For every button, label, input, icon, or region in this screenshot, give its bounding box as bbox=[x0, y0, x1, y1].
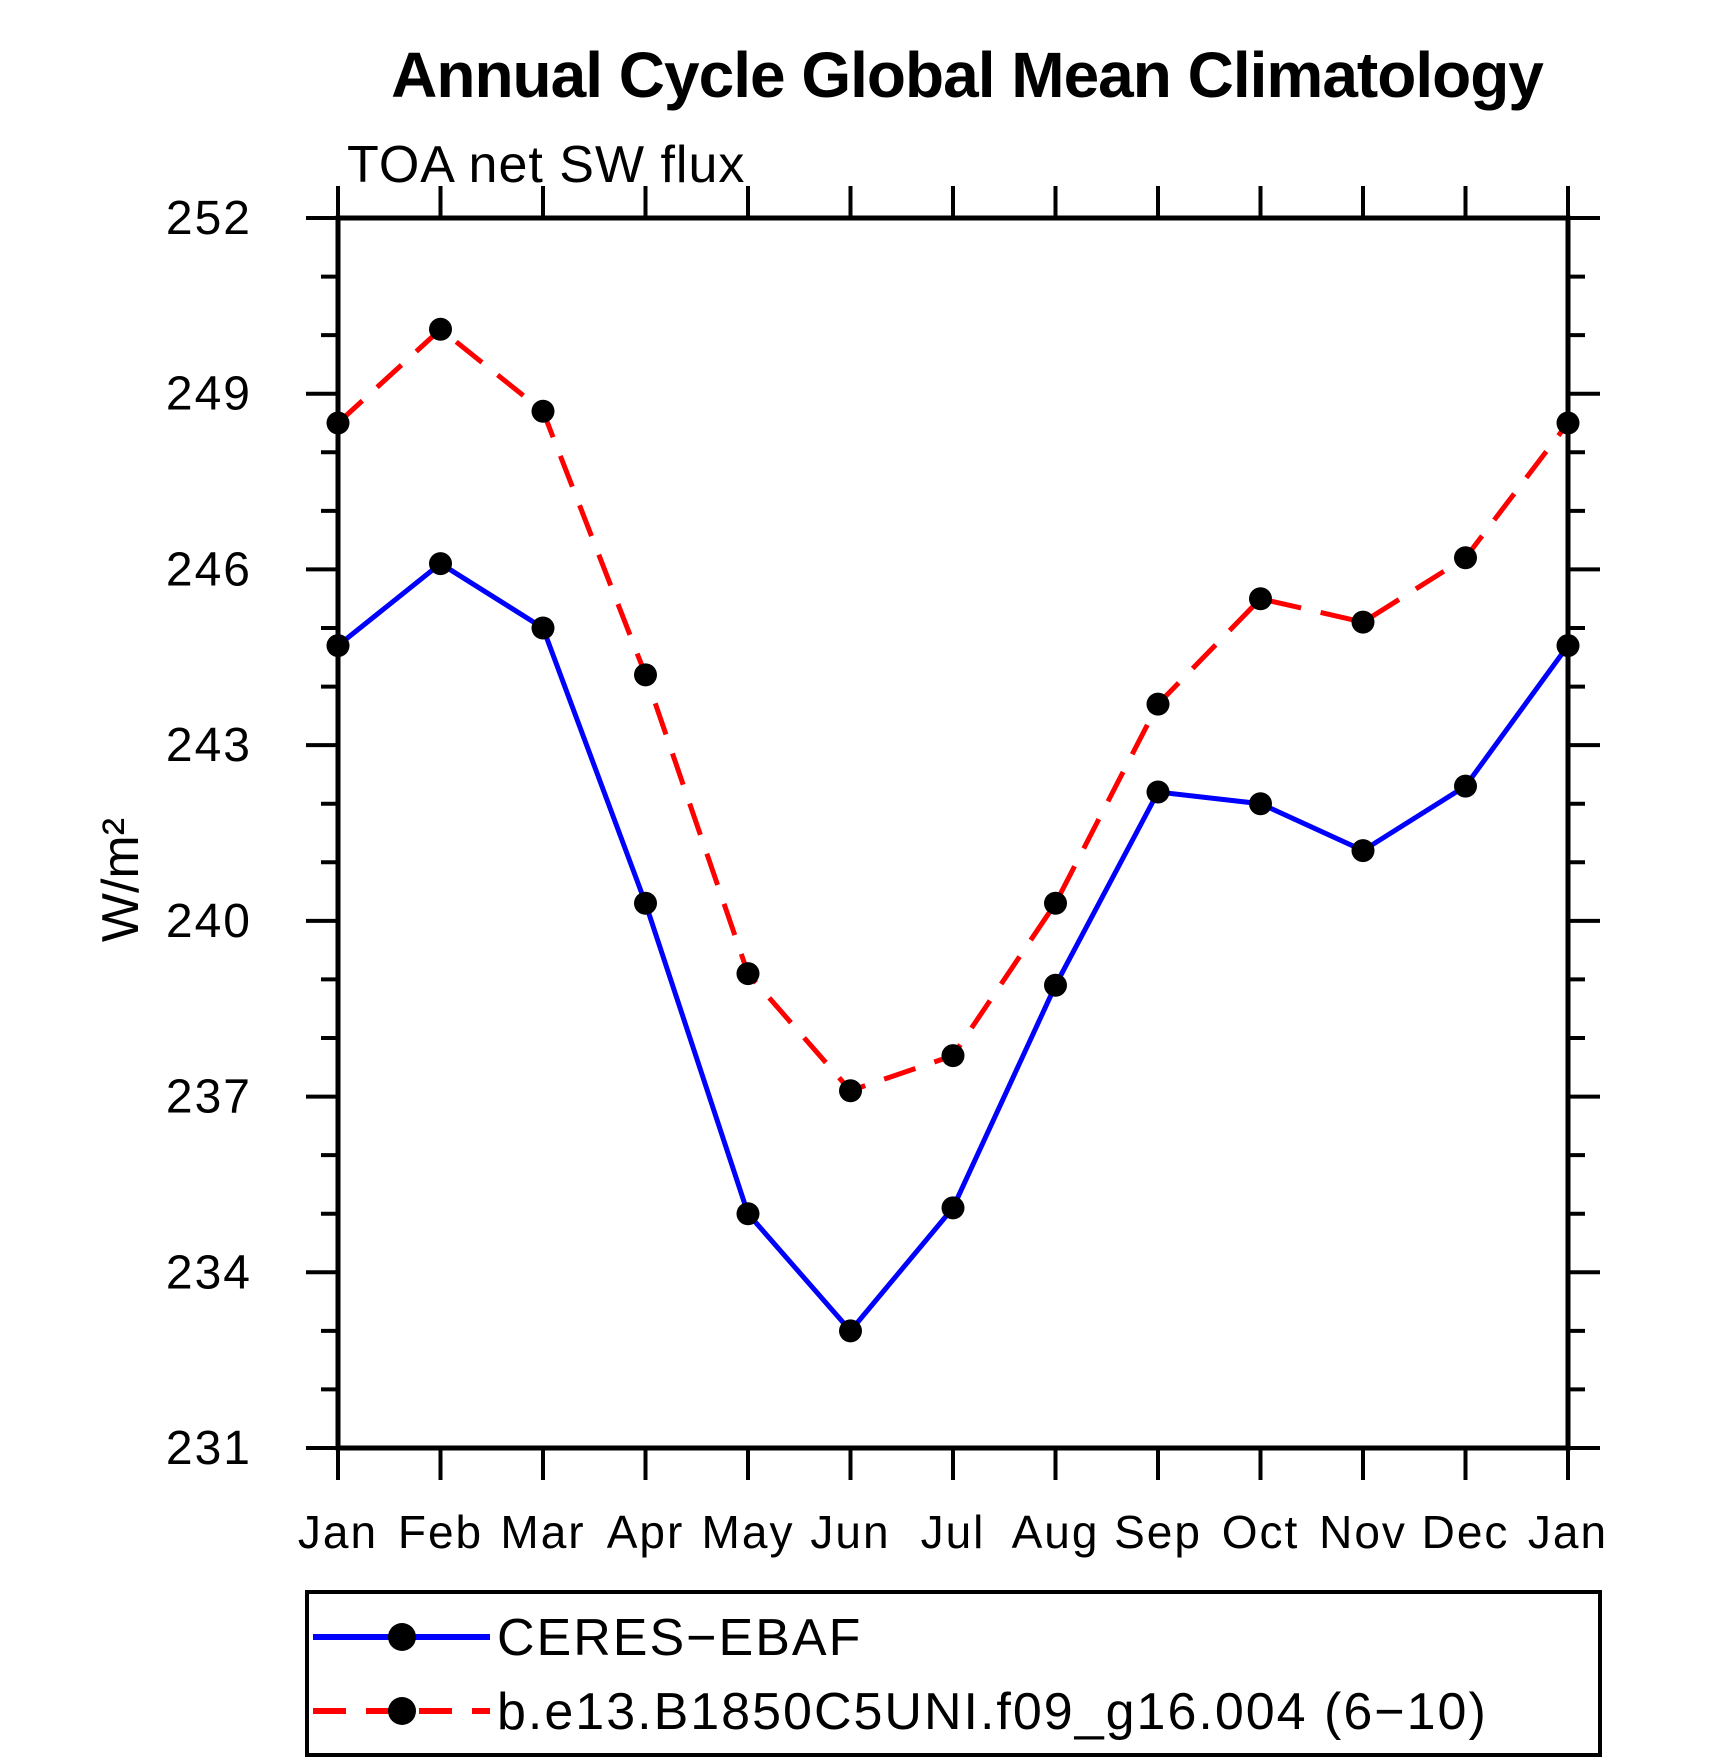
data-point-marker bbox=[1146, 780, 1170, 804]
y-tick-label: 231 bbox=[166, 1422, 252, 1475]
data-point-marker bbox=[1351, 610, 1375, 634]
y-tick-label: 249 bbox=[166, 368, 252, 421]
data-point-marker bbox=[736, 1202, 760, 1226]
data-point-marker bbox=[429, 552, 452, 576]
data-point-marker bbox=[429, 317, 452, 341]
data-point-marker bbox=[1044, 973, 1067, 997]
y-tick-label: 252 bbox=[166, 192, 252, 245]
x-tick-label: Feb bbox=[398, 1506, 483, 1558]
y-tick-label: 246 bbox=[166, 543, 252, 596]
legend-box bbox=[305, 1590, 1602, 1757]
data-point-marker bbox=[531, 616, 555, 640]
data-point-marker bbox=[941, 1196, 965, 1220]
data-point-marker bbox=[1556, 411, 1580, 435]
x-tick-label: Jan bbox=[1528, 1506, 1608, 1558]
chart-title: Annual Cycle Global Mean Climatology bbox=[391, 39, 1544, 111]
legend-marker-model bbox=[388, 1697, 416, 1725]
data-point-marker bbox=[1556, 634, 1580, 658]
x-tick-label: Aug bbox=[1012, 1506, 1100, 1558]
data-point-marker bbox=[839, 1319, 862, 1343]
axes: 252 249 246 243 240 237 234 231 Jan Feb Mar Apr May J… bbox=[166, 186, 1608, 1558]
x-tick-label: Mar bbox=[500, 1506, 585, 1558]
data-point-marker bbox=[839, 1079, 862, 1103]
x-tick-label: Apr bbox=[607, 1506, 685, 1558]
x-tick-label: Jun bbox=[810, 1506, 890, 1558]
data-point-marker bbox=[1249, 587, 1272, 611]
y-axis-label: W/m² bbox=[92, 818, 150, 942]
legend-label-ceres: CERES−EBAF bbox=[497, 1609, 862, 1667]
data-point-marker bbox=[634, 663, 657, 687]
legend-label-model: b.e13.B1850C5UNI.f09_g16.004 (6−10) bbox=[497, 1683, 1488, 1741]
x-tick-label: May bbox=[702, 1506, 795, 1558]
data-point-marker bbox=[941, 1044, 965, 1068]
plot-frame bbox=[335, 215, 1571, 1451]
y-tick-label: 243 bbox=[166, 719, 252, 772]
y-tick-label: 237 bbox=[166, 1071, 252, 1124]
data-point-marker bbox=[1249, 792, 1272, 816]
y-tick-label: 240 bbox=[166, 895, 252, 948]
plot-area bbox=[326, 317, 1580, 1343]
data-point-marker bbox=[1351, 839, 1375, 863]
legend-marker-ceres bbox=[388, 1623, 416, 1651]
series-line-1 bbox=[336, 325, 1570, 1094]
data-point-marker bbox=[326, 634, 350, 658]
data-point-marker bbox=[634, 891, 657, 915]
data-point-marker bbox=[1044, 891, 1067, 915]
x-tick-label: Sep bbox=[1114, 1506, 1202, 1558]
x-tick-label: Jan bbox=[298, 1506, 378, 1558]
x-tick-label: Oct bbox=[1222, 1506, 1300, 1558]
data-point-marker bbox=[1454, 546, 1477, 570]
data-point-marker bbox=[326, 411, 350, 435]
x-tick-label: Jul bbox=[921, 1506, 986, 1558]
x-tick-label: Dec bbox=[1422, 1506, 1510, 1558]
data-point-marker bbox=[1146, 692, 1170, 716]
chart-subtitle: TOA net SW flux bbox=[347, 136, 745, 194]
y-tick-label: 234 bbox=[166, 1246, 252, 1299]
data-point-marker bbox=[736, 962, 760, 986]
x-tick-label: Nov bbox=[1319, 1506, 1407, 1558]
data-point-marker bbox=[531, 399, 555, 423]
data-point-marker bbox=[1454, 774, 1477, 798]
legend: CERES−EBAF b.e13.B1850C5UNI.f09_g16.004 … bbox=[305, 1590, 1602, 1757]
